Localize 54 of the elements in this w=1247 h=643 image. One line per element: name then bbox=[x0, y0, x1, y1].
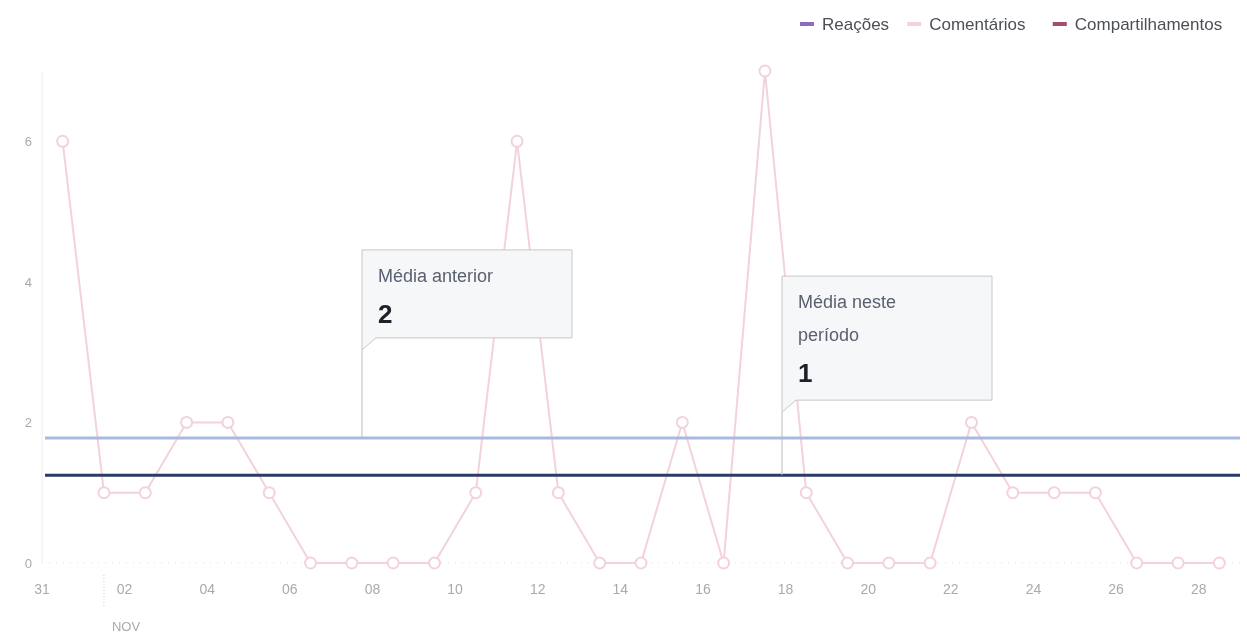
point bbox=[427, 556, 441, 570]
x-tick-label: 14 bbox=[612, 581, 629, 597]
x-tick-label: 16 bbox=[695, 581, 711, 597]
point bbox=[56, 134, 70, 148]
x-tick-label: 24 bbox=[1025, 581, 1042, 597]
x-tick-label: 02 bbox=[116, 581, 133, 597]
point bbox=[799, 486, 813, 500]
x-tick-label: 10 bbox=[447, 581, 464, 597]
point bbox=[262, 486, 276, 500]
point bbox=[964, 415, 978, 429]
y-tick-label: 6 bbox=[24, 134, 32, 150]
point bbox=[221, 415, 235, 429]
y-tick-label: 2 bbox=[24, 415, 32, 431]
point bbox=[345, 556, 359, 570]
point bbox=[1171, 556, 1185, 570]
point bbox=[634, 556, 648, 570]
point bbox=[1047, 486, 1061, 500]
legend-label: Comentários bbox=[929, 15, 1026, 34]
point bbox=[758, 64, 772, 78]
x-tick-label: 22 bbox=[943, 581, 959, 597]
x-tick-label: 06 bbox=[282, 581, 298, 597]
x-tick-label: 04 bbox=[199, 581, 216, 597]
point bbox=[1130, 556, 1144, 570]
point bbox=[138, 486, 152, 500]
text: NOV bbox=[111, 619, 141, 634]
point bbox=[593, 556, 607, 570]
legend-label: Reações bbox=[822, 15, 890, 34]
point bbox=[841, 556, 855, 570]
x-tick-label: 08 bbox=[364, 581, 381, 597]
point bbox=[923, 556, 937, 570]
x-tick-label: 18 bbox=[777, 581, 794, 597]
ref-line-label: Média anterior 2 bbox=[378, 265, 494, 329]
y-tick-label: 4 bbox=[24, 274, 32, 290]
point bbox=[1088, 486, 1102, 500]
point bbox=[717, 556, 731, 570]
point bbox=[510, 134, 524, 148]
point bbox=[469, 486, 483, 500]
x-tick-label: 26 bbox=[1108, 581, 1125, 597]
point bbox=[1006, 486, 1020, 500]
x-tick-label: 20 bbox=[860, 581, 877, 597]
x-tick-label: 31 bbox=[34, 581, 50, 597]
x-tick-label: 28 bbox=[1190, 581, 1207, 597]
x-tick-label: 12 bbox=[529, 581, 546, 597]
point bbox=[97, 486, 111, 500]
point bbox=[882, 556, 896, 570]
point bbox=[1212, 556, 1226, 570]
point bbox=[551, 486, 565, 500]
point bbox=[386, 556, 400, 570]
y-tick-label: 0 bbox=[24, 556, 32, 571]
legend-label: Compartilhamentos bbox=[1074, 15, 1223, 34]
point bbox=[304, 556, 318, 570]
point bbox=[180, 415, 194, 429]
ref-line-label: Média neste período 1 bbox=[798, 292, 897, 389]
point bbox=[675, 415, 689, 429]
